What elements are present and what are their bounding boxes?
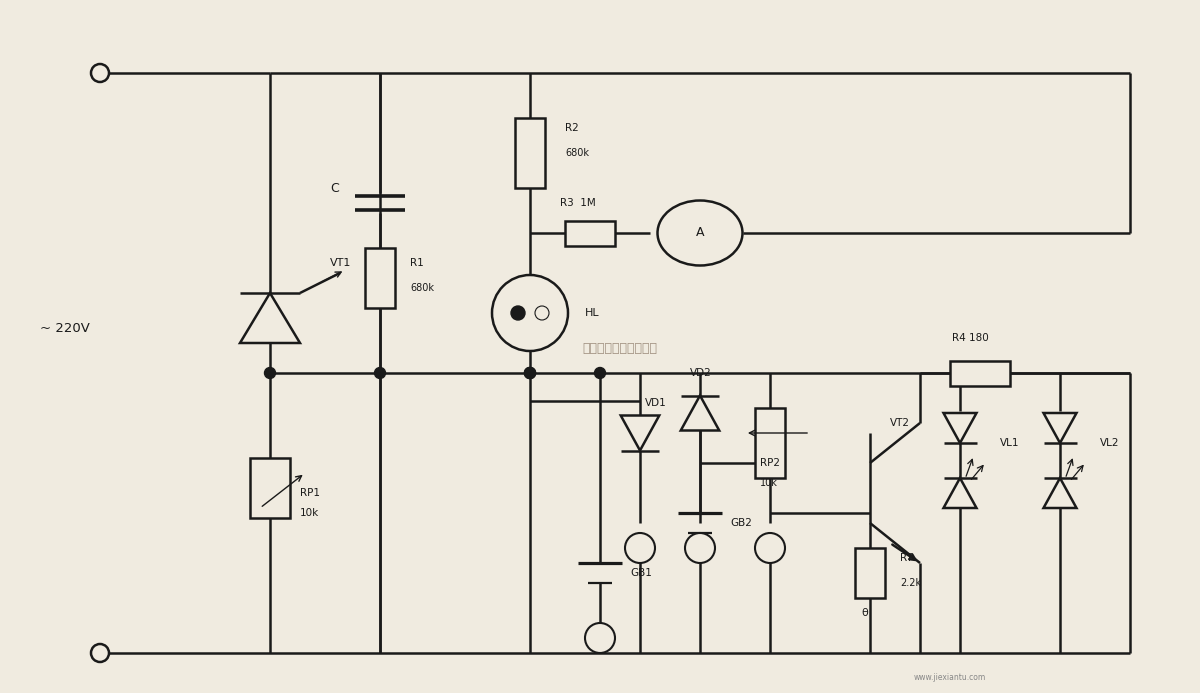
Bar — [250, 458, 290, 518]
Text: 杭州将睿科技有限公司: 杭州将睿科技有限公司 — [582, 342, 658, 355]
Text: C: C — [331, 182, 340, 195]
Text: GB1: GB1 — [630, 568, 652, 578]
Polygon shape — [1044, 413, 1076, 443]
Circle shape — [524, 367, 535, 378]
Polygon shape — [943, 413, 977, 443]
Text: θ: θ — [862, 608, 869, 618]
Text: R4 180: R4 180 — [952, 333, 989, 343]
Text: R1: R1 — [410, 258, 424, 268]
Text: RT: RT — [900, 553, 913, 563]
Text: VL1: VL1 — [1000, 438, 1020, 448]
Bar — [854, 548, 886, 598]
Bar — [565, 220, 616, 245]
Circle shape — [264, 367, 276, 378]
Text: 680k: 680k — [565, 148, 589, 158]
Circle shape — [685, 533, 715, 563]
Ellipse shape — [658, 200, 743, 265]
Bar — [950, 360, 1010, 385]
Circle shape — [755, 533, 785, 563]
Polygon shape — [943, 478, 977, 508]
Polygon shape — [1044, 478, 1076, 508]
Text: VL2: VL2 — [1100, 438, 1120, 448]
Text: RP2: RP2 — [760, 458, 780, 468]
Circle shape — [594, 367, 606, 378]
Polygon shape — [680, 396, 719, 430]
Text: 10k: 10k — [760, 478, 778, 488]
Circle shape — [524, 367, 535, 378]
Bar — [365, 248, 395, 308]
Bar — [515, 118, 545, 188]
Text: HL: HL — [586, 308, 600, 318]
Text: ~ 220V: ~ 220V — [40, 322, 90, 335]
Text: VD2: VD2 — [690, 368, 712, 378]
Circle shape — [492, 275, 568, 351]
Text: A: A — [696, 227, 704, 240]
Circle shape — [374, 367, 385, 378]
Circle shape — [511, 306, 526, 320]
Text: RP1: RP1 — [300, 488, 320, 498]
Text: 680k: 680k — [410, 283, 434, 293]
Circle shape — [91, 64, 109, 82]
Polygon shape — [240, 293, 300, 343]
Bar — [755, 408, 785, 478]
Text: GB2: GB2 — [730, 518, 752, 528]
Circle shape — [91, 644, 109, 662]
Text: R2: R2 — [565, 123, 578, 133]
Polygon shape — [620, 416, 659, 450]
Text: VT2: VT2 — [890, 418, 910, 428]
Text: R3  1M: R3 1M — [560, 198, 595, 208]
Text: 10k: 10k — [300, 508, 319, 518]
Circle shape — [586, 623, 616, 653]
Circle shape — [625, 533, 655, 563]
Circle shape — [535, 306, 550, 320]
Text: www.jiexiantu.com: www.jiexiantu.com — [914, 674, 986, 683]
Text: VT1: VT1 — [330, 258, 352, 268]
Text: VD1: VD1 — [646, 398, 667, 408]
Text: 2.2k: 2.2k — [900, 578, 922, 588]
Circle shape — [524, 367, 535, 378]
